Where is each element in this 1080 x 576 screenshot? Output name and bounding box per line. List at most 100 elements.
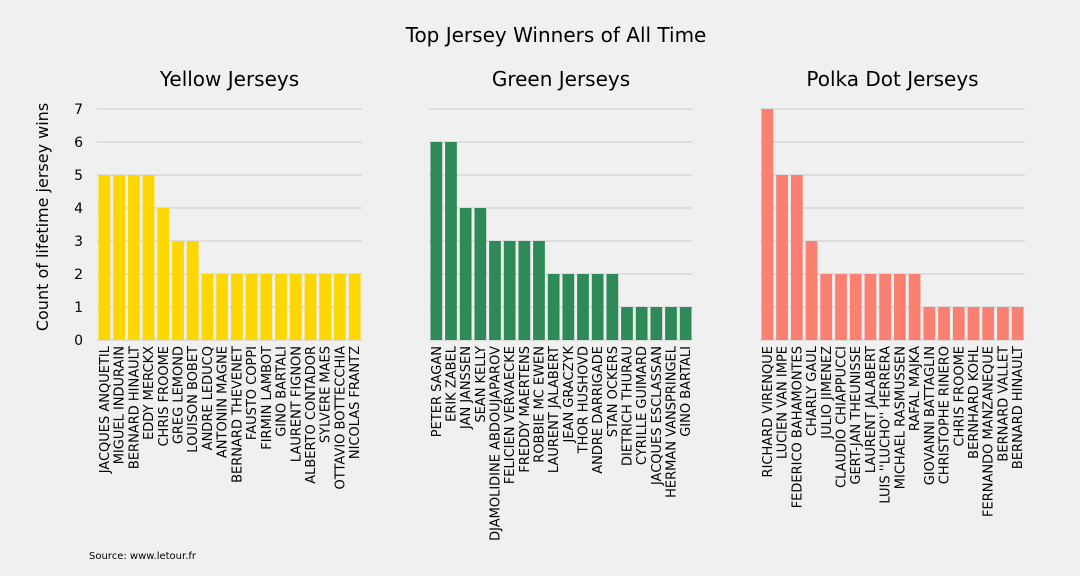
x-tick-label: STAN OCKERS [606,346,621,437]
bar [489,241,501,340]
bar [879,274,892,340]
bar [260,274,273,340]
x-tick-label: BERNARD HINAULT [127,346,142,469]
x-tick-label: GREG LEMOND [171,346,186,444]
x-tick-label: FREDDY MAERTENS [518,346,533,473]
y-tick-label: 1 [74,300,83,316]
bar [230,274,243,340]
bar [621,307,633,340]
bar [761,109,774,340]
y-tick-label: 3 [74,234,83,250]
bar [908,274,921,340]
bar [938,307,950,340]
x-tick-label: EDDY MERCKX [142,346,157,440]
bar [201,274,214,340]
x-tick-label: CHARLY GAUL [805,345,820,436]
y-tick-label: 4 [74,201,83,217]
x-tick-label: FERNANDO MANZANEQUE [982,346,997,517]
panel-title: Green Jerseys [492,67,630,91]
x-tick-label: JAN JANSSEN [459,346,474,430]
x-tick-label: THOR HUSHOVD [577,346,592,454]
bar [805,241,818,340]
x-tick-label: CYRILLE GUIMARD [635,346,650,465]
x-tick-label: LAURENT FIGNON [289,346,304,462]
bar [952,307,965,340]
x-tick-label: ROBBIE MC EWEN [533,346,548,463]
x-tick-label: GIOVANNI BATTAGLIN [923,346,938,485]
bar [503,241,516,340]
x-tick-label: BERNARD VALLET [996,346,1011,462]
figure-title: Top Jersey Winners of All Time [405,23,707,47]
x-tick-label: CHRIS FROOME [157,346,172,447]
x-tick-label: FAUSTO COPPI [245,346,260,440]
bar [157,208,170,340]
y-axis-label: Count of lifetime jersey wins [33,103,52,331]
bar [127,175,140,340]
x-tick-label: JULIO JIMENEZ [820,346,835,440]
bar [334,274,346,340]
bar [304,274,317,340]
x-tick-label: OTTAVIO BOTTECCHIA [333,346,348,490]
x-tick-label: ALBERTO CONTADOR [304,346,319,484]
x-tick-label: ANDRE DARRIGADE [591,346,606,474]
x-tick-label: JACQUES ESCLASSAN [650,346,665,486]
bar [864,274,877,340]
bar [289,274,302,340]
x-tick-label: LOUISON BOBET [186,346,201,453]
x-tick-label: RAFAL MAJKA [908,346,923,431]
bar [113,175,125,340]
y-tick-label: 5 [74,168,83,184]
x-tick-label: SEAN KELLY [474,346,489,423]
x-tick-label: MICHAEL RASMUSSEN [893,346,908,489]
x-tick-label: PETER SAGAN [430,346,445,437]
source-note: Source: www.letour.fr [89,551,197,562]
bar [430,142,443,340]
y-tick-label: 6 [74,135,83,151]
x-tick-label: CLAUDIO CHIAPPUCCI [834,346,849,488]
x-tick-label: ANTONIN MAGNE [216,346,231,458]
x-tick-label: LUIS ''LUCHO'' HERRERA [879,346,894,504]
x-tick-label: LAURENT JALABERT [864,346,879,473]
bar [849,274,862,340]
bar [820,274,833,340]
x-tick-label: CHRISTOPHE RINERO [938,346,953,484]
bar [562,274,575,340]
x-tick-label: GINO BARTALI [679,346,694,437]
x-tick-label: JEAN GRACZYK [562,346,577,444]
bar [679,307,692,340]
x-tick-label: BERNHARD KOHL [967,345,982,459]
panel-title: Polka Dot Jerseys [806,67,978,91]
bar [533,241,545,340]
bar [591,274,604,340]
bar [172,241,184,340]
bar [348,274,361,340]
x-tick-label: MIGUEL INDURAIN [113,346,128,464]
x-tick-label: FELICIEN VERVAECKE [503,346,518,484]
bar [982,307,995,340]
bar [606,274,619,340]
x-tick-label: BERNARD THEVENET [230,346,245,483]
y-tick-label: 0 [74,333,83,349]
x-tick-label: DJAMOLIDINE ABDOUJAPAROV [489,346,504,541]
y-tick-label: 2 [74,267,83,283]
bar [1011,307,1024,340]
bar [245,274,258,340]
bar [790,175,803,340]
y-tick-label: 7 [74,102,83,118]
bar [635,307,648,340]
bar [98,175,111,340]
x-tick-label: FIRMIN LAMBOT [260,346,275,450]
bar [547,274,560,340]
x-tick-label: JACQUES ANQUETIL [98,345,113,474]
bar [650,307,663,340]
bar [776,175,788,340]
bar [577,274,589,340]
x-tick-label: LAURENT JALABERT [547,346,562,473]
x-tick-label: HERMAN VANSPRINGEL [665,345,680,498]
x-tick-label: GINO BARTALI [275,346,290,437]
bar [275,274,287,340]
x-tick-label: CHRIS FROOME [952,346,967,447]
bar [216,274,229,340]
